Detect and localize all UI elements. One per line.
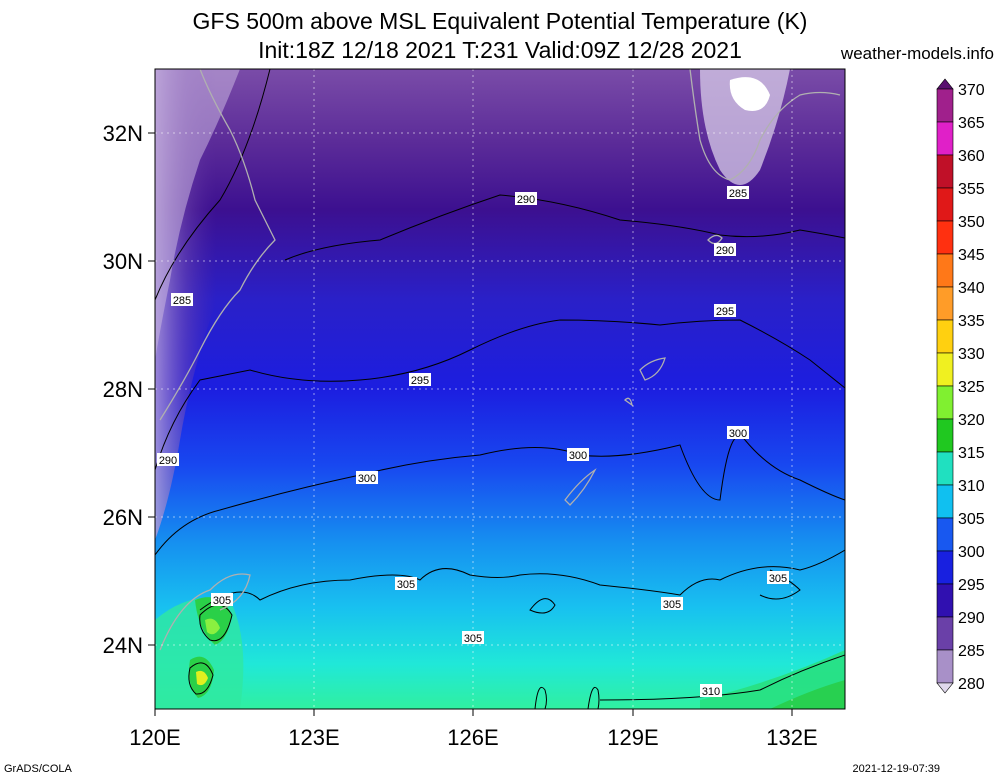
colorbar-swatch [936,253,954,288]
x-tick-label: 129E [607,725,658,750]
svg-text:295: 295 [411,375,429,387]
colorbar-label: 325 [958,379,985,396]
x-tick-label: 123E [288,725,339,750]
colorbar-label: 295 [958,577,985,594]
colorbar-swatch [936,220,954,255]
colorbar-label: 290 [958,610,985,627]
colorbar-cap-bottom [936,682,954,694]
colorbar-label: 300 [958,544,985,561]
colorbar-label: 320 [958,412,985,429]
y-tick-label: 26N [103,505,143,530]
contour-labels: 285 285 290 290 290 295 295 300 300 300 305 305 305 3… [157,186,789,698]
colorbar-label: 335 [958,313,985,330]
colorbar-label: 350 [958,214,985,231]
colorbar-swatch [936,352,954,387]
contour-label: 285 [171,293,193,307]
contour-label: 290 [157,453,179,467]
x-tick-label: 132E [766,725,817,750]
svg-text:300: 300 [358,473,376,485]
svg-text:285: 285 [729,188,747,200]
svg-text:305: 305 [769,573,787,585]
colorbar-swatch [936,616,954,651]
svg-text:285: 285 [173,295,191,307]
y-tick-label: 24N [103,633,143,658]
site-label: weather-models.info [840,44,994,63]
colorbar-swatch [936,517,954,552]
contour-label: 295 [409,373,431,387]
colorbar-cap-top [936,78,954,90]
gridlines [155,69,845,709]
coastlines [159,69,841,651]
contour-label: 310 [700,684,722,698]
colorbar-swatch [936,121,954,156]
colorbar-swatch [936,319,954,354]
contour-label: 285 [727,186,749,200]
svg-text:305: 305 [464,633,482,645]
colorbar-swatch [936,187,954,222]
colorbar-swatch [936,418,954,453]
svg-text:290: 290 [517,194,535,206]
contour-label: 300 [727,426,749,440]
colorbar-label: 345 [958,247,985,264]
svg-text:295: 295 [716,306,734,318]
colorbar-swatch [936,154,954,189]
chart-title: GFS 500m above MSL Equivalent Potential … [192,8,808,34]
contour-label: 290 [714,243,736,257]
colorbar-swatch [936,550,954,585]
x-axis: 120E 123E 126E 129E 132E [129,709,818,750]
colorbar-label: 365 [958,115,985,132]
contour-label: 305 [767,571,789,585]
colorbar-swatch [936,286,954,321]
contour-label: 300 [356,471,378,485]
contour-label: 300 [567,448,589,462]
svg-text:300: 300 [569,450,587,462]
y-axis: 32N 30N 28N 26N 24N [103,121,155,658]
colorbar-label: 285 [958,643,985,660]
colorbar-swatch [936,385,954,420]
svg-text:300: 300 [729,428,747,440]
map-field [155,69,845,709]
footer-software: GrADS/COLA [4,763,72,775]
colorbar-swatch [936,484,954,519]
colorbar-swatch [936,451,954,486]
contour-label: 305 [661,597,683,611]
contour-label: 305 [462,631,484,645]
svg-text:290: 290 [159,455,177,467]
contour-label: 295 [714,304,736,318]
colorbar-label: 370 [958,82,985,99]
colorbar-label: 355 [958,181,985,198]
colorbar-label: 310 [958,478,985,495]
contour-label: 290 [515,192,537,206]
x-tick-label: 126E [447,725,498,750]
y-tick-label: 28N [103,377,143,402]
svg-text:305: 305 [213,595,231,607]
contour-label: 305 [395,577,417,591]
colorbar-swatch [936,649,954,684]
colorbar: 370 365 360 355 350 345 340 335 330 325 320 315 310 3… [936,78,985,694]
colorbar-label: 315 [958,445,985,462]
colorbar-label: 330 [958,346,985,363]
y-tick-label: 30N [103,249,143,274]
contour-label: 305 [211,593,233,607]
colorbar-swatch [936,583,954,618]
footer-timestamp: 2021-12-19-07:39 [852,763,940,775]
svg-text:310: 310 [702,686,720,698]
x-tick-label: 120E [129,725,180,750]
colorbar-label: 305 [958,511,985,528]
svg-text:305: 305 [397,579,415,591]
y-tick-label: 32N [103,121,143,146]
svg-text:305: 305 [663,599,681,611]
svg-text:290: 290 [716,245,734,257]
colorbar-label: 340 [958,280,985,297]
colorbar-label: 360 [958,148,985,165]
chart-subtitle: Init:18Z 12/18 2021 T:231 Valid:09Z 12/2… [258,37,742,63]
colorbar-swatch [936,88,954,123]
colorbar-label: 280 [958,676,985,693]
